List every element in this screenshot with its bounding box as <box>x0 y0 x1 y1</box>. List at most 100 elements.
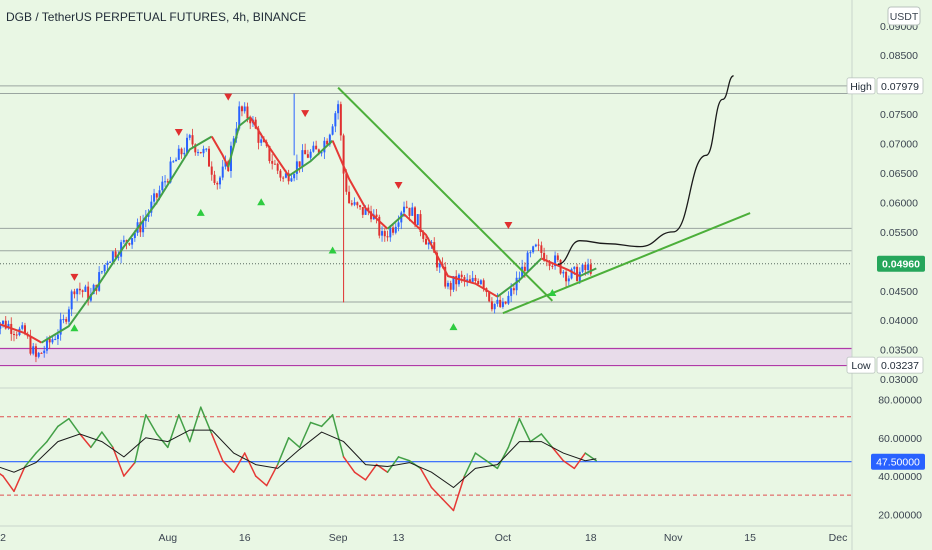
moving-average-segment <box>331 140 389 230</box>
candle-body <box>471 277 474 282</box>
oscillator-main-line <box>540 433 554 449</box>
oscillator-main-line <box>474 452 488 462</box>
oscillator-main-line <box>254 475 268 487</box>
candle-body <box>295 161 298 174</box>
candle-body <box>4 320 7 329</box>
candle-body <box>378 216 381 236</box>
candle-body <box>350 203 353 205</box>
moving-average-layer <box>0 116 597 344</box>
time-tick-label: Nov <box>664 532 683 544</box>
moving-average-segment <box>386 213 405 230</box>
candle-body <box>438 263 441 268</box>
last-price-tag <box>877 255 925 272</box>
candle-body <box>15 334 18 336</box>
time-tick-label: 16 <box>239 532 251 544</box>
candle-body <box>21 325 24 329</box>
candle-body <box>131 238 134 245</box>
candle-body <box>81 290 84 292</box>
oscillator-tick-label: 60.00000 <box>878 433 922 445</box>
candle-body <box>526 252 529 271</box>
candle-body <box>433 242 436 253</box>
candle-body <box>139 222 142 233</box>
low-price-tag <box>876 356 924 374</box>
candle-body <box>153 193 156 202</box>
candle-body <box>394 226 397 233</box>
candle-body <box>202 148 205 154</box>
price-tick-label: 0.03000 <box>880 374 918 386</box>
oscillator-main-line <box>24 452 37 468</box>
moving-average-segment <box>579 267 597 278</box>
candle-body <box>216 182 219 185</box>
candle-body <box>345 173 348 192</box>
oscillator-main-line <box>287 437 301 449</box>
trendlines-layer[interactable] <box>337 75 751 315</box>
oscillator-main-line <box>507 417 521 449</box>
buy-signal-marker <box>328 246 337 254</box>
candle-body <box>534 244 537 247</box>
candle-body <box>224 161 227 167</box>
candle-body <box>73 291 76 295</box>
candle-body <box>43 350 46 354</box>
candle-body <box>240 106 243 112</box>
candle-body <box>208 148 211 167</box>
buy-signal-marker <box>449 323 458 331</box>
oscillator-main-line <box>189 406 202 443</box>
price-tick-label: 0.07500 <box>880 109 918 121</box>
candle-body <box>408 207 411 216</box>
candle-body <box>375 214 378 217</box>
candle-body <box>427 242 430 245</box>
candle-body <box>186 137 189 153</box>
projection-path[interactable] <box>557 75 734 265</box>
currency-button[interactable] <box>887 6 921 26</box>
oscillator-tick-label: 40.00000 <box>878 471 922 483</box>
time-tick-label: Aug <box>158 532 177 544</box>
signal-markers-layer <box>70 93 557 332</box>
candle-body <box>62 319 65 321</box>
oscillator-main-line <box>320 414 334 428</box>
low-tag-box <box>846 356 876 374</box>
candle-body <box>12 334 15 336</box>
candle-body <box>515 277 518 291</box>
candle-body <box>306 154 309 158</box>
candle-body <box>48 338 51 343</box>
candle-body <box>479 280 482 285</box>
candle-body <box>133 232 136 239</box>
high-price-label: 0.07979 <box>881 81 919 93</box>
candle-body <box>573 266 576 270</box>
candle-body <box>106 262 109 265</box>
candle-body <box>323 140 326 153</box>
candle-body <box>100 271 103 273</box>
candle-body <box>348 191 351 204</box>
oscillator-main-line <box>101 431 114 449</box>
candle-body <box>518 277 521 279</box>
candle-body <box>389 227 392 238</box>
candle-body <box>435 252 438 268</box>
candle-body <box>92 284 95 295</box>
support-zone-layer <box>0 347 852 367</box>
candle-body <box>45 338 48 351</box>
sell-signal-marker <box>224 93 233 101</box>
candle-body <box>419 214 422 232</box>
candle-body <box>175 159 178 162</box>
price-levels-layer <box>0 85 852 314</box>
oscillator-main-line <box>441 498 455 512</box>
candle-body <box>543 252 546 261</box>
time-tick-label: Dec <box>829 532 848 544</box>
candle-body <box>477 280 480 285</box>
candle-body <box>40 352 43 354</box>
trendline-support[interactable] <box>502 212 751 315</box>
trendline-resistance[interactable] <box>337 86 554 302</box>
candle-body <box>273 163 276 165</box>
candle-body <box>238 106 241 129</box>
candle-body <box>29 336 32 354</box>
candle-body <box>309 151 312 158</box>
candle-body <box>551 265 554 267</box>
candle-body <box>504 301 507 304</box>
price-tick-label: 0.04500 <box>880 286 918 298</box>
oscillator-main-line <box>364 463 378 481</box>
candle-body <box>32 346 35 354</box>
oscillator-main-line <box>298 421 312 449</box>
